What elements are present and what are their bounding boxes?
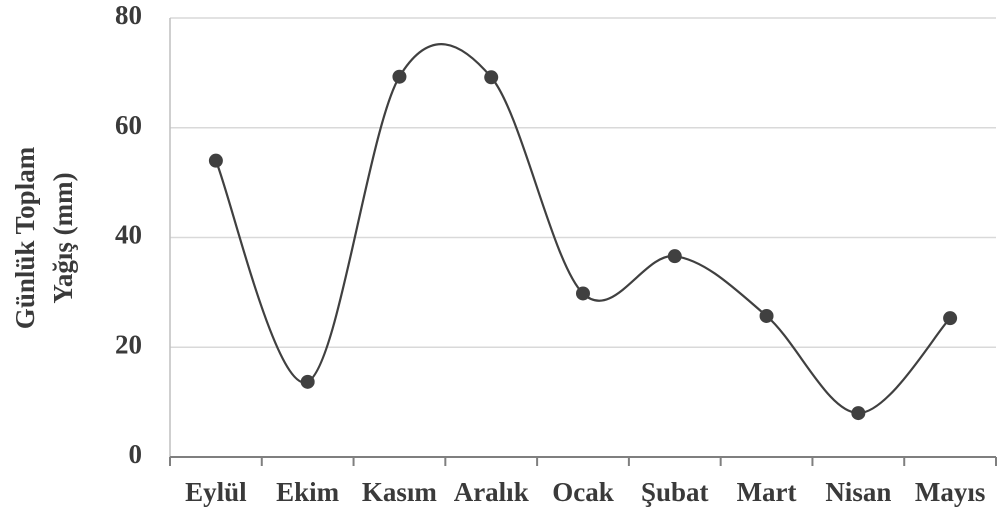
y-tick-label: 20 (115, 329, 142, 359)
data-point (208, 153, 223, 168)
x-tick-label: Ekim (276, 477, 340, 507)
data-point (300, 374, 315, 389)
x-tick-label: Mayıs (915, 477, 986, 507)
x-tick-label: Şubat (641, 477, 709, 507)
y-tick-label: 80 (115, 0, 142, 30)
x-tick-label: Ocak (552, 477, 614, 507)
data-point (576, 286, 590, 301)
data-point (392, 69, 407, 84)
y-tick-label: 0 (129, 439, 143, 469)
data-point (759, 308, 774, 323)
y-tick-label: 40 (115, 220, 142, 250)
x-tick-label: Mart (737, 477, 797, 507)
x-tick-label: Eylül (185, 477, 247, 507)
x-tick-label: Nisan (825, 477, 891, 507)
y-tick-label: 60 (115, 110, 142, 140)
x-tick-label: Aralık (454, 477, 529, 507)
data-point (484, 70, 499, 85)
data-point (943, 311, 958, 326)
series-line (214, 43, 951, 415)
y-axis-label: Günlük Toplam (10, 146, 40, 329)
y-axis-label: Yağış (mm) (48, 172, 78, 303)
x-tick-label: Kasım (362, 477, 438, 507)
data-point (667, 249, 682, 264)
data-point (851, 406, 866, 421)
